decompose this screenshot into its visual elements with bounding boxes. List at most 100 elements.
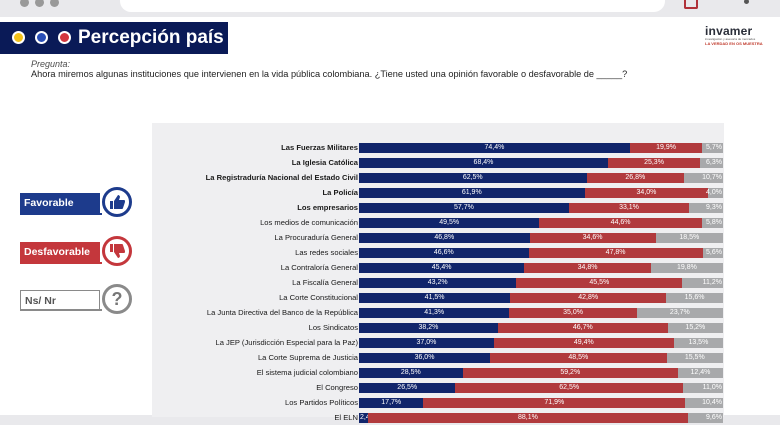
question-label: Pregunta: (31, 59, 71, 69)
data-label-nsnr: 15,2% (685, 324, 706, 331)
bar-segment-favorable: 46,6% (359, 248, 529, 258)
data-label-desfavorable: 45,5% (589, 279, 610, 286)
question-text: Ahora miremos algunas instituciones que … (31, 69, 628, 79)
data-label-desfavorable: 34,0% (636, 189, 657, 196)
logo-subtitle: investigación y asesoría de mercados (705, 37, 756, 41)
data-label-desfavorable: 46,7% (572, 324, 593, 331)
data-label-favorable: 38,2% (418, 324, 439, 331)
bar-segment-favorable: 49,5% (359, 218, 540, 228)
data-label-nsnr: 10,4% (702, 399, 722, 406)
stacked-bar: 61,9% 34,0% 4,0% (359, 188, 723, 198)
data-label-desfavorable: 71,9% (544, 399, 565, 406)
slide-header: Percepción país (0, 22, 228, 54)
stacked-bar: 43,2% 45,5% 11,2% (359, 278, 723, 288)
bar-segment-desfavorable: 25,3% (607, 158, 701, 168)
bar-segment-favorable: 43,2% (359, 278, 517, 288)
bar-segment-desfavorable: 46,7% (497, 323, 668, 333)
data-label-nsnr: 11,2% (702, 279, 722, 286)
bar-segment-desfavorable: 42,8% (510, 293, 667, 303)
stacked-bar: 49,5% 44,6% 5,8% (359, 218, 723, 228)
row-label: La Corte Constitucional (279, 293, 358, 302)
legend-desfavorable: Desfavorable (20, 242, 100, 262)
red-dot-icon (58, 31, 71, 44)
data-label-favorable: 46,6% (433, 249, 454, 256)
bar-segment-nsnr: 15,6% (666, 293, 723, 303)
row-label: La Fiscalía General (292, 278, 358, 287)
blue-dot-icon (35, 31, 48, 44)
bar-segment-favorable: 46,8% (359, 233, 530, 243)
bookmark-icon[interactable] (684, 0, 698, 9)
chart-row: El Congreso 26,5% 62,5% 11,0% (152, 381, 724, 395)
chart-row: Las redes sociales 46,6% 47,8% 5,6% (152, 246, 724, 260)
chart-row: La Corte Suprema de Justicia 36,0% 48,5% 15… (152, 351, 724, 365)
bar-segment-desfavorable: 19,9% (629, 143, 703, 153)
row-label: El Congreso (316, 383, 358, 392)
row-label: La Corte Suprema de Justicia (257, 353, 358, 362)
legend-nsnr: Ns/ Nr (20, 290, 100, 310)
bar-segment-nsnr: 9,3% (689, 203, 723, 213)
bar-segment-nsnr: 19,8% (650, 263, 723, 273)
data-label-nsnr: 15,6% (684, 294, 705, 301)
chart-row: Las Fuerzas Militares 74,4% 19,9% 5,7% (152, 141, 724, 155)
data-label-nsnr: 13,5% (688, 339, 709, 346)
bar-segment-desfavorable: 44,6% (539, 218, 702, 228)
data-label-nsnr: 10,7% (702, 174, 722, 181)
chart-row: Los Sindicatos 38,2% 46,7% 15,2% (152, 321, 724, 335)
data-label-nsnr: 18,5% (679, 234, 700, 241)
data-label-desfavorable: 62,5% (559, 384, 580, 391)
chart-row: Los empresarios 57,7% 33,1% 9,3% (152, 201, 724, 215)
logo-name: invamer (705, 24, 753, 38)
data-label-desfavorable: 49,4% (573, 339, 594, 346)
chart-row: La Procuraduría General 46,8% 34,6% 18,5% (152, 231, 724, 245)
stacked-bar: 28,5% 59,2% 12,4% (359, 368, 723, 378)
address-bar[interactable] (120, 0, 665, 12)
data-label-desfavorable: 44,6% (610, 219, 631, 226)
stacked-bar: 38,2% 46,7% 15,2% (359, 323, 723, 333)
data-label-favorable: 26,5% (397, 384, 418, 391)
bar-segment-nsnr: 5,7% (702, 143, 723, 153)
stacked-bar: 57,7% 33,1% 9,3% (359, 203, 723, 213)
data-label-desfavorable: 47,8% (605, 249, 626, 256)
data-label-favorable: 57,7% (453, 204, 474, 211)
bar-segment-nsnr: 5,6% (702, 248, 723, 258)
data-label-desfavorable: 19,9% (656, 144, 676, 151)
row-label: La Junta Directiva del Banco de la Repúb… (206, 308, 358, 317)
bar-segment-desfavorable: 26,8% (586, 173, 685, 183)
chart-row: La Contraloría General 45,4% 34,8% 19,8% (152, 261, 724, 275)
legend-favorable-label: Favorable (24, 197, 74, 209)
data-label-favorable: 45,4% (431, 264, 452, 271)
chart-row: La Registraduría Nacional del Estado Civ… (152, 171, 724, 185)
data-label-favorable: 43,2% (427, 279, 448, 286)
data-label-desfavorable: 59,2% (560, 369, 581, 376)
data-label-desfavorable: 42,8% (578, 294, 599, 301)
bar-segment-favorable: 17,7% (359, 398, 424, 408)
data-label-favorable: 62,5% (462, 174, 483, 181)
data-label-favorable: 61,9% (461, 189, 482, 196)
legend-favorable: Favorable (20, 193, 100, 213)
window-controls[interactable] (20, 0, 80, 7)
bar-segment-desfavorable: 34,8% (524, 263, 651, 273)
data-label-favorable: 41,5% (424, 294, 445, 301)
menu-icon[interactable] (744, 0, 749, 4)
logo-tagline: LA VERDAD EN OS MUESTRA (705, 41, 763, 46)
invamer-logo: invamer investigación y asesoría de merc… (703, 21, 765, 55)
row-label: La Policía (322, 188, 358, 197)
chart-row: La Junta Directiva del Banco de la Repúb… (152, 306, 724, 320)
bar-segment-nsnr: 15,2% (667, 323, 723, 333)
data-label-favorable: 36,0% (414, 354, 435, 361)
bar-segment-nsnr: 6,3% (700, 158, 723, 168)
data-label-nsnr: 19,8% (677, 264, 697, 271)
row-label: La Contraloría General (280, 263, 358, 272)
data-label-favorable: 28,5% (400, 369, 421, 376)
bar-segment-favorable: 57,7% (359, 203, 569, 213)
row-label: Las redes sociales (295, 248, 358, 257)
row-label: Los empresarios (297, 203, 358, 212)
bar-segment-desfavorable: 59,2% (462, 368, 678, 378)
stacked-bar: 46,6% 47,8% 5,6% (359, 248, 723, 258)
bar-segment-favorable: 74,4% (359, 143, 630, 153)
bar-segment-nsnr: 12,4% (677, 368, 723, 378)
row-label: Las Fuerzas Militares (281, 143, 358, 152)
bar-segment-nsnr: 5,8% (701, 218, 723, 228)
bar-segment-favorable: 38,2% (359, 323, 498, 333)
bar-segment-desfavorable: 62,5% (455, 383, 683, 393)
